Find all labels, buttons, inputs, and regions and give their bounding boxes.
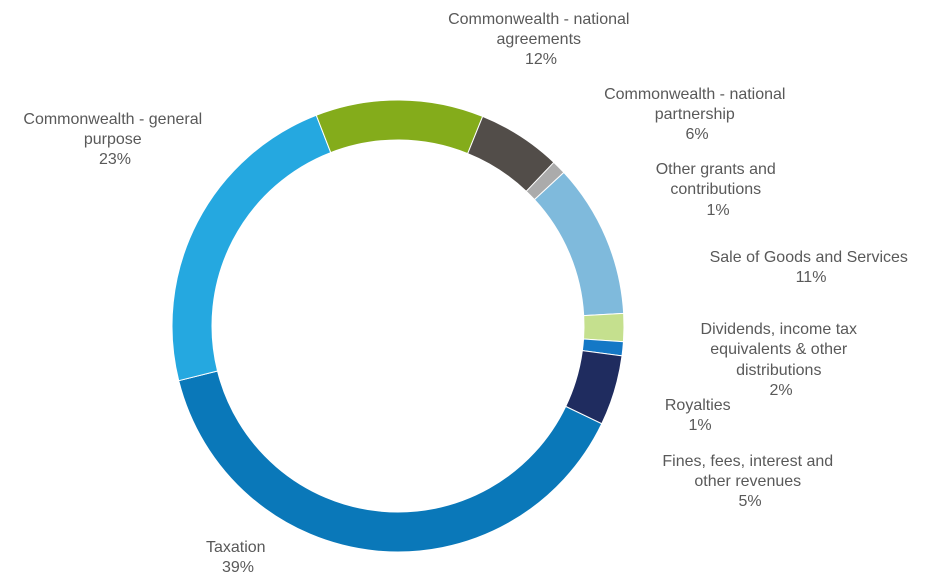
slice-labels: Taxation 39% Commonwealth - general purp… [23,11,913,576]
slice-dividends-income-tax-equivalents-other-distributions [583,312,625,343]
label-commonwealth-national-agreements: Commonwealth - national agreements 12% [448,11,634,68]
label-royalties: Royalties 1% [665,397,735,434]
label-dividends: Dividends, income tax equivalents & othe… [701,321,862,399]
slice-fines-fees-interest-and-other-revenues [565,350,623,425]
slice-sale-of-goods-and-services [533,171,625,317]
label-sale-of-goods: Sale of Goods and Services 11% [710,249,913,286]
slice-taxation [178,370,603,553]
label-taxation: Taxation 39% [206,539,270,576]
label-commonwealth-general-purpose: Commonwealth - general purpose 23% [23,111,206,168]
slice-commonwealth-general-purpose [171,114,332,382]
donut-slices [171,99,625,553]
slice-commonwealth-national-agreements [315,99,484,155]
label-commonwealth-national-partnership: Commonwealth - national partnership 6% [604,86,790,143]
label-fines-fees: Fines, fees, interest and other revenues… [662,453,837,510]
label-other-grants: Other grants and contributions 1% [656,161,781,219]
